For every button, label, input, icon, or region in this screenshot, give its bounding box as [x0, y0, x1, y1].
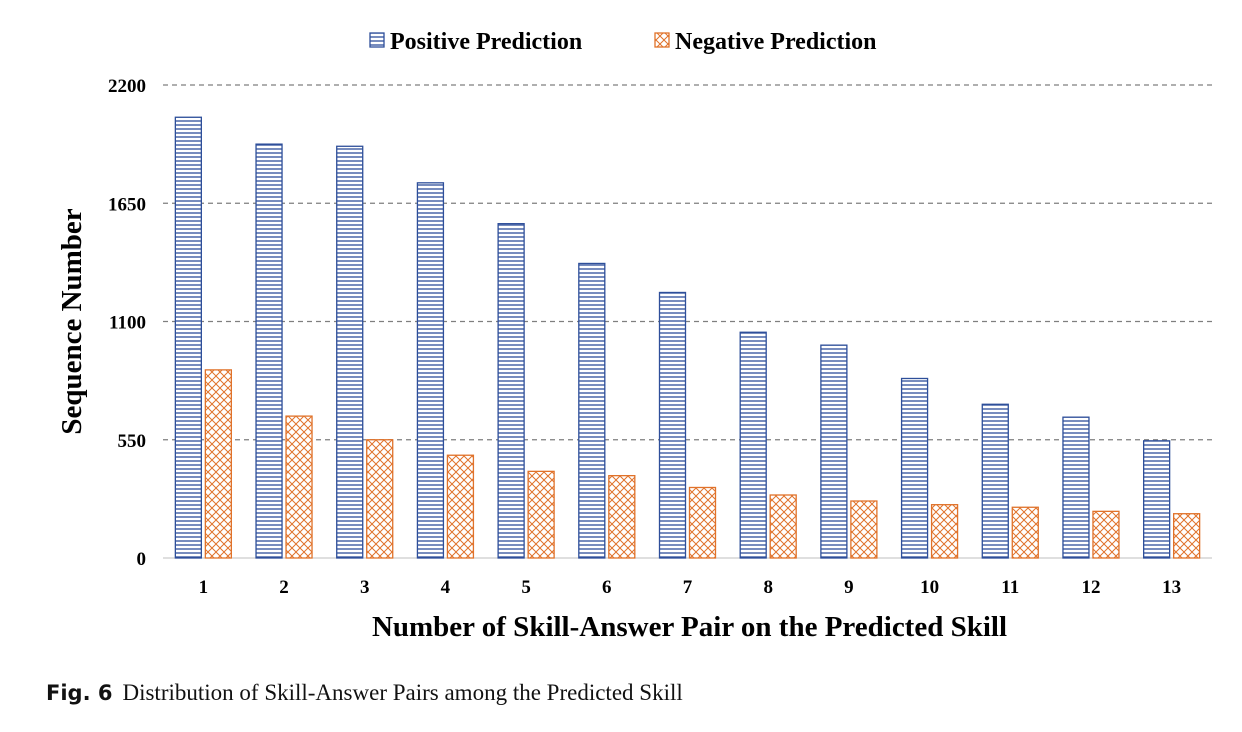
y-tick-label: 1100 [109, 313, 146, 334]
y-axis-title: Sequence Number [56, 208, 88, 434]
y-axis-ticks: 0 550 1100 1650 2200 [108, 76, 146, 570]
positive-bar [336, 145, 364, 559]
x-axis-title: Number of Skill-Answer Pair on the Predi… [372, 611, 1007, 643]
negative-bar [930, 504, 959, 559]
legend-label: Positive Prediction [390, 29, 582, 55]
x-tick-label: 8 [763, 577, 773, 598]
bars [174, 116, 1201, 559]
x-tick-label: 12 [1081, 577, 1100, 598]
x-tick-label: 10 [920, 577, 939, 598]
x-tick-label: 2 [279, 577, 289, 598]
negative-bar [204, 369, 232, 559]
positive-bar [416, 182, 445, 559]
negative-bar [1173, 513, 1201, 559]
y-tick-label: 2200 [108, 76, 146, 97]
positive-bar [739, 331, 767, 559]
x-tick-label: 11 [1001, 577, 1019, 598]
positive-bar [1062, 416, 1090, 559]
positive-bar [820, 344, 848, 559]
legend: Positive Prediction Negative Prediction [369, 29, 877, 55]
x-tick-label: 5 [521, 577, 531, 598]
x-tick-label: 9 [844, 577, 854, 598]
figure-label: Fig. 6 [46, 681, 113, 705]
negative-bar [285, 415, 313, 559]
negative-bar [608, 475, 636, 559]
legend-label: Negative Prediction [675, 29, 877, 55]
negative-bar [366, 439, 394, 559]
legend-swatch-negative [654, 32, 670, 48]
legend-swatch-positive [369, 32, 385, 48]
x-tick-label: 4 [441, 577, 451, 598]
gridlines [163, 84, 1212, 441]
positive-bar [1143, 440, 1171, 559]
y-tick-label: 0 [137, 549, 147, 570]
x-tick-label: 6 [602, 577, 612, 598]
x-tick-label: 13 [1162, 577, 1181, 598]
negative-bar [1092, 510, 1120, 559]
positive-bar [981, 403, 1009, 559]
positive-bar [658, 291, 687, 559]
negative-bar [1011, 506, 1039, 559]
negative-bar [527, 470, 555, 559]
negative-bar [446, 454, 475, 559]
positive-bar [578, 262, 606, 559]
x-tick-label: 7 [683, 577, 693, 598]
negative-bar [688, 486, 717, 559]
positive-bar [900, 377, 929, 559]
positive-bar [255, 143, 283, 559]
x-tick-label: 1 [199, 577, 209, 598]
negative-bar [769, 494, 797, 559]
negative-bar [850, 500, 878, 559]
figure-caption: Fig. 6 Distribution of Skill-Answer Pairs… [46, 680, 683, 706]
x-axis-ticks: 1 2 3 4 5 6 7 8 9 10 11 12 13 [199, 577, 1182, 598]
y-tick-label: 1650 [108, 194, 146, 215]
x-tick-label: 3 [360, 577, 370, 598]
positive-bar [497, 223, 525, 559]
y-tick-label: 550 [118, 431, 147, 452]
positive-bar [174, 116, 202, 559]
figure-caption-text: Distribution of Skill-Answer Pairs among… [122, 680, 683, 705]
